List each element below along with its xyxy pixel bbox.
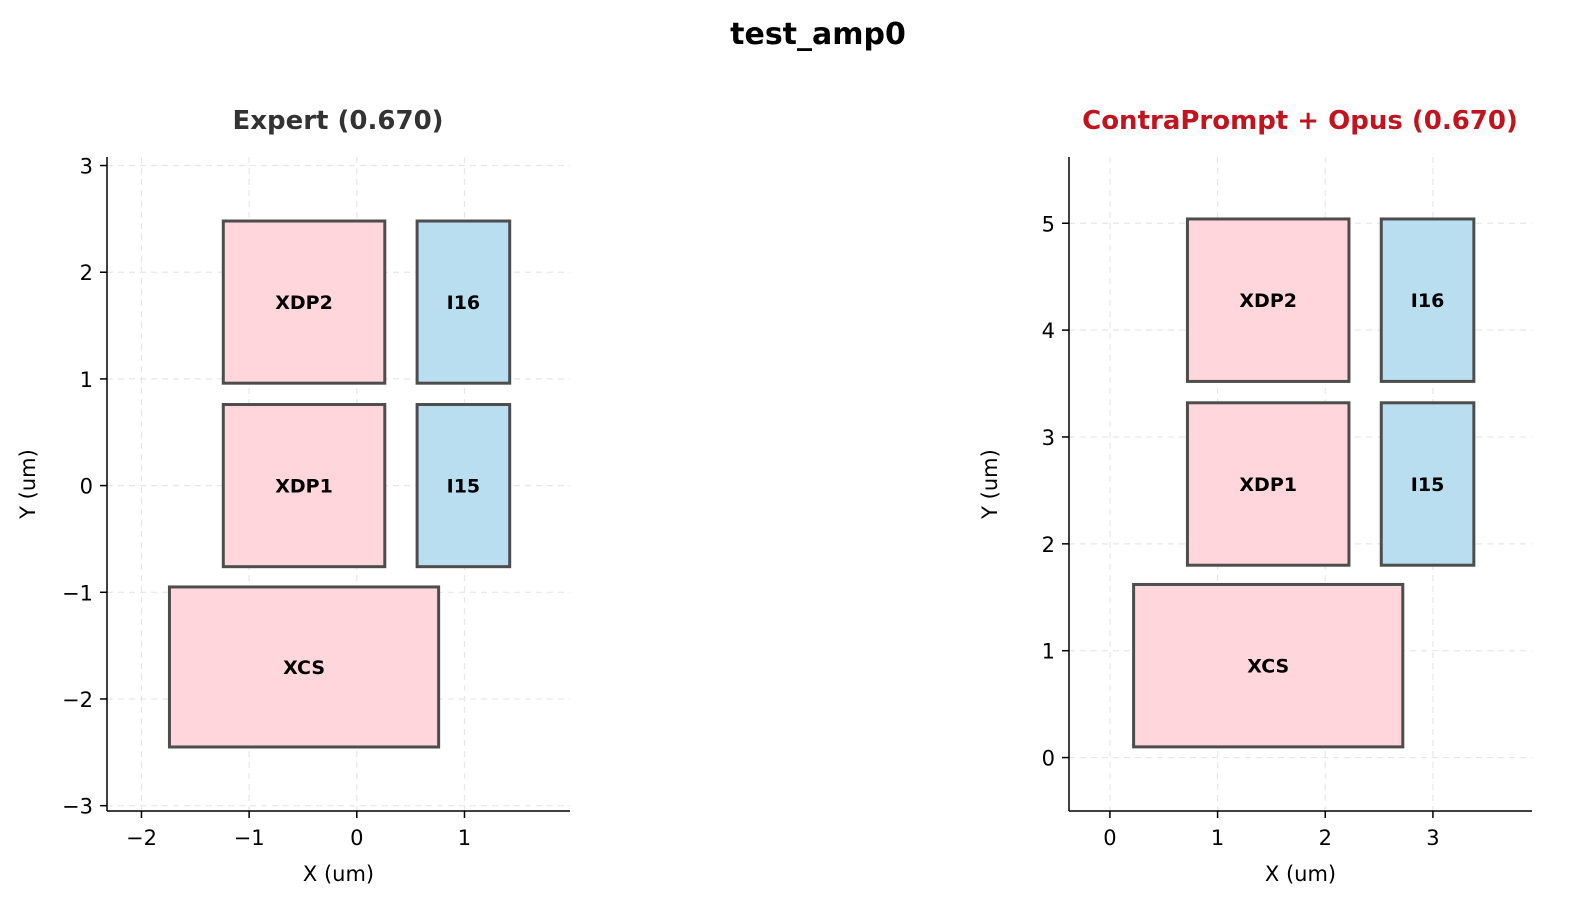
y-tick-label: 1: [80, 368, 93, 392]
x-tick-label: 0: [1103, 826, 1116, 850]
y-tick-label: −3: [62, 795, 93, 819]
block-xdp2: [221, 219, 387, 385]
x-tick-label: −2: [126, 826, 157, 850]
y-tick-label: −2: [62, 688, 93, 712]
block-xcs: [1132, 582, 1405, 749]
y-tick-label: 0: [1042, 747, 1055, 771]
block-label-i15: I15: [447, 476, 481, 498]
block-i16: [1379, 217, 1476, 383]
y-tick-label: 1: [1042, 640, 1055, 664]
y-tick-label: 2: [80, 261, 93, 285]
x-tick-label: −1: [234, 826, 265, 850]
x-tick-label: 1: [458, 826, 471, 850]
y-tick-label: −1: [62, 581, 93, 605]
plot-title: ContraPrompt + Opus (0.670): [1082, 106, 1518, 136]
block-i15: [415, 403, 512, 569]
block-i16: [415, 219, 512, 385]
x-tick-label: 2: [1319, 826, 1332, 850]
x-tick-label: 1: [1211, 826, 1224, 850]
block-label-xdp1: XDP1: [275, 476, 333, 498]
x-axis-label: X (um): [303, 862, 374, 886]
block-xdp1: [221, 403, 387, 569]
y-tick-label: 2: [1042, 533, 1055, 557]
y-tick-label: 5: [1042, 212, 1055, 236]
block-xcs: [167, 585, 441, 749]
x-tick-label: 0: [350, 826, 363, 850]
block-label-xcs: XCS: [1247, 656, 1289, 678]
y-tick-label: 3: [80, 155, 93, 179]
contraprompt-layout-plot: XDP2 I16 XDP1 I15 XCS 0 1 2 3 0 1 2 3 4 5 X (um) Y (um) C…: [978, 106, 1532, 886]
block-label-xdp1: XDP1: [1239, 474, 1297, 496]
x-tick-label: 3: [1426, 826, 1439, 850]
block-label-i15: I15: [1411, 474, 1445, 496]
x-axis-label: X (um): [1265, 862, 1336, 886]
block-i15: [1379, 401, 1476, 567]
block-label-xcs: XCS: [283, 657, 325, 679]
figure-title: test_amp0: [730, 17, 906, 52]
plot-title: Expert (0.670): [232, 106, 443, 136]
block-xdp1: [1185, 401, 1351, 567]
expert-layout-plot: XDP2 I16 XDP1 I15 XCS −2 −1 0 1 −3 −2 −1 0 1 2 3 X (um) Y…: [16, 106, 570, 886]
block-label-xdp2: XDP2: [275, 292, 333, 314]
block-label-i16: I16: [447, 292, 481, 314]
block-label-i16: I16: [1411, 290, 1445, 312]
block-xdp2: [1185, 217, 1351, 383]
y-tick-label: 0: [80, 475, 93, 499]
block-label-xdp2: XDP2: [1239, 290, 1297, 312]
y-axis-label: Y (um): [978, 449, 1002, 520]
y-tick-label: 4: [1042, 319, 1055, 343]
y-axis-label: Y (um): [16, 449, 40, 520]
y-tick-label: 3: [1042, 426, 1055, 450]
